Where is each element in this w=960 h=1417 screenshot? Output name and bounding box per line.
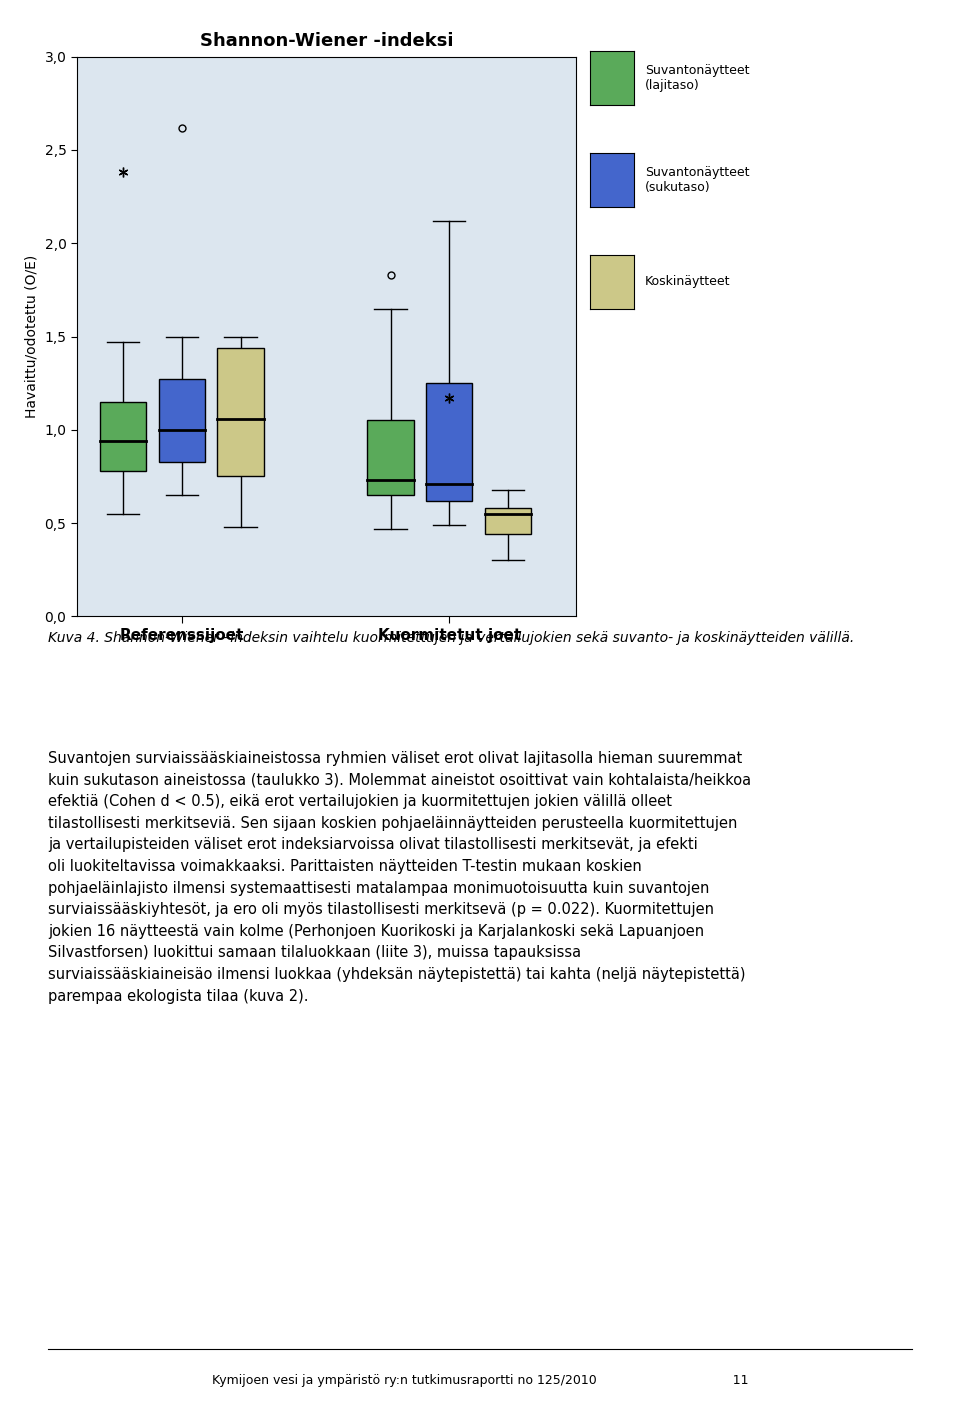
Bar	[100, 402, 146, 470]
Text: Suvantonäytteet
(lajitaso): Suvantonäytteet (lajitaso)	[645, 64, 750, 92]
Bar	[426, 383, 472, 500]
Text: Koskinäytteet: Koskinäytteet	[645, 275, 731, 289]
Text: Suvantonäytteet
(sukutaso): Suvantonäytteet (sukutaso)	[645, 166, 750, 194]
Y-axis label: Havaittu/odotettu (O/E): Havaittu/odotettu (O/E)	[25, 255, 38, 418]
Text: Kuva 4. Shannon-Wiener –indeksin vaihtelu kuormitettujen ja vertailujokien sekä : Kuva 4. Shannon-Wiener –indeksin vaihtel…	[48, 631, 854, 645]
Text: Suvantojen surviaissääskiaineistossa ryhmien väliset erot olivat lajitasolla hie: Suvantojen surviaissääskiaineistossa ryh…	[48, 751, 751, 1003]
Text: Kymijoen vesi ja ympäristö ry:n tutkimusraportti no 125/2010                    : Kymijoen vesi ja ympäristö ry:n tutkimus…	[212, 1374, 748, 1387]
Bar	[368, 421, 414, 495]
Bar	[485, 509, 531, 534]
Title: Shannon-Wiener -indeksi: Shannon-Wiener -indeksi	[200, 31, 453, 50]
Bar	[158, 380, 205, 462]
Bar	[218, 347, 264, 476]
